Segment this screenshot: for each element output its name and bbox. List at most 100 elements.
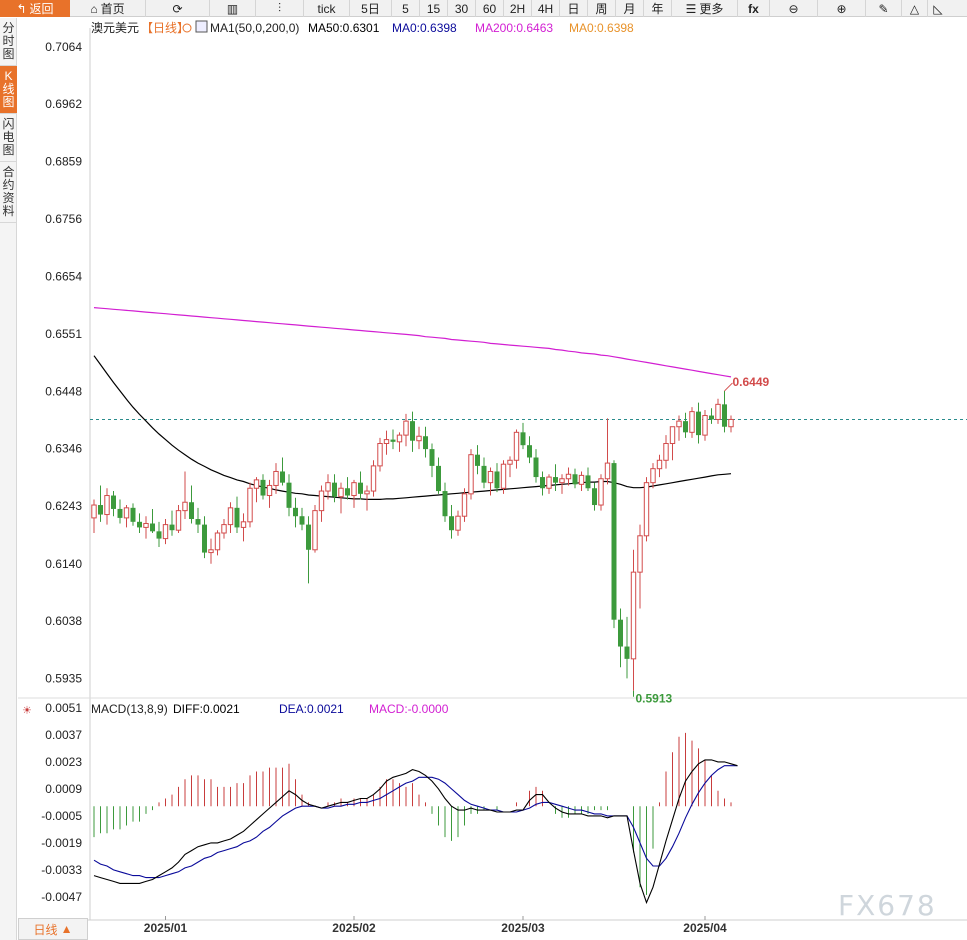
period-5day-button[interactable]: 5日 bbox=[350, 0, 392, 17]
draw-tool-button[interactable]: ◺ bbox=[928, 0, 948, 17]
date-axis: 2025/01 2025/02 2025/03 2025/04 bbox=[18, 916, 967, 935]
side-tab-timeshare[interactable]: 分时图 bbox=[0, 18, 17, 66]
candle bbox=[513, 429, 520, 469]
candle bbox=[520, 422, 526, 450]
formula-button[interactable]: fx bbox=[738, 0, 770, 17]
candle bbox=[416, 426, 422, 450]
macd-tick-label: -0.0047 bbox=[41, 890, 82, 904]
high-label: 0.6449 bbox=[733, 375, 770, 389]
candle bbox=[195, 507, 201, 533]
candle bbox=[104, 488, 110, 525]
candle bbox=[559, 474, 565, 494]
period-30min-button[interactable]: 30 bbox=[448, 0, 476, 17]
candle bbox=[403, 413, 409, 447]
period-year-button[interactable]: 年 bbox=[644, 0, 672, 17]
period-4h-button[interactable]: 4H bbox=[532, 0, 560, 17]
candle bbox=[630, 549, 637, 691]
price-tick-label: 0.6859 bbox=[45, 155, 82, 169]
candle-body-up bbox=[383, 439, 390, 445]
candle-body-up bbox=[559, 478, 565, 484]
back-button[interactable]: ↰ 返回 bbox=[0, 0, 70, 17]
candle bbox=[507, 456, 513, 478]
period-60min-button[interactable]: 60 bbox=[476, 0, 504, 17]
candle bbox=[169, 510, 175, 536]
candle bbox=[669, 426, 676, 461]
candle bbox=[553, 464, 558, 492]
period-day-button[interactable]: 日 bbox=[560, 0, 588, 17]
candle bbox=[182, 471, 188, 520]
ma200-line bbox=[93, 307, 732, 378]
more-button[interactable]: ☰ 更多 bbox=[672, 0, 738, 17]
side-tab-lightning[interactable]: 闪电图 bbox=[0, 114, 17, 162]
candle bbox=[637, 524, 643, 609]
candle-style-button[interactable]: ⫶ bbox=[256, 0, 304, 17]
candle-body-up bbox=[396, 434, 403, 443]
candle-body-down bbox=[618, 619, 623, 647]
ma50-line bbox=[93, 355, 732, 500]
refresh-button[interactable]: ⟳ bbox=[146, 0, 210, 17]
candle bbox=[494, 463, 500, 493]
zoom-in-button[interactable]: ⊕ bbox=[818, 0, 866, 17]
draw-tool-icon: ◺ bbox=[933, 1, 943, 16]
candle-body-down bbox=[195, 519, 201, 525]
more-label: 更多 bbox=[699, 2, 724, 16]
period-tab-daily[interactable]: 日线 ▲ bbox=[18, 918, 88, 940]
candle bbox=[436, 457, 441, 494]
candle bbox=[585, 467, 591, 492]
candle-body-up bbox=[598, 478, 604, 506]
zoom-out-button[interactable]: ⊖ bbox=[770, 0, 818, 17]
candle-body-down bbox=[286, 482, 292, 508]
candle bbox=[683, 412, 688, 438]
period-2h-button[interactable]: 2H bbox=[504, 0, 532, 17]
candle-body-down bbox=[111, 495, 116, 509]
macd-tick-label: 0.0051 bbox=[45, 701, 82, 715]
candle-body-down bbox=[189, 502, 194, 520]
home-button[interactable]: ⌂ 首页 bbox=[70, 0, 146, 17]
refresh-icon: ⟳ bbox=[172, 1, 183, 16]
date-tick-label: 2025/02 bbox=[332, 921, 376, 935]
candle bbox=[293, 497, 298, 528]
candle bbox=[91, 499, 97, 533]
side-tab-contract[interactable]: 合约资料 bbox=[0, 162, 17, 223]
candle-body-up bbox=[578, 474, 585, 485]
candle-body-up bbox=[663, 443, 669, 461]
candle-body-up bbox=[656, 459, 663, 470]
candle bbox=[312, 505, 318, 553]
candle-body-down bbox=[520, 432, 526, 446]
period-5min-button[interactable]: 5 bbox=[392, 0, 420, 17]
price-tick-label: 0.6654 bbox=[45, 269, 82, 283]
candle bbox=[728, 415, 734, 433]
side-tab-kline[interactable]: K线图 bbox=[0, 66, 17, 114]
candle-body-down bbox=[527, 445, 532, 458]
indicator-button[interactable]: ▥ bbox=[210, 0, 256, 17]
candle bbox=[676, 415, 682, 441]
macd-settings-icon: ☀ bbox=[22, 705, 32, 717]
candle bbox=[156, 521, 162, 547]
candle-body-down bbox=[572, 474, 578, 485]
candle-body-down bbox=[475, 454, 480, 466]
candle bbox=[162, 519, 169, 545]
candle bbox=[656, 454, 663, 478]
candle bbox=[253, 477, 260, 503]
draw-shape-button[interactable]: △ bbox=[902, 0, 928, 17]
period-month-button[interactable]: 月 bbox=[616, 0, 644, 17]
candle-body-down bbox=[553, 477, 558, 483]
candle bbox=[273, 463, 279, 494]
candle-body-down bbox=[624, 646, 630, 659]
candle bbox=[130, 503, 136, 526]
period-15min-button[interactable]: 15 bbox=[420, 0, 448, 17]
candle-body-up bbox=[416, 435, 422, 442]
candle bbox=[689, 407, 695, 438]
price-annotations: 0.6449 0.5913 bbox=[633, 375, 770, 706]
candle bbox=[240, 513, 247, 542]
candle-body-up bbox=[351, 482, 357, 497]
period-week-button[interactable]: 周 bbox=[588, 0, 616, 17]
chart-area[interactable]: 0.7064 0.6962 0.6859 0.6756 0.6654 0.6551 0.64… bbox=[18, 18, 967, 940]
candle bbox=[260, 474, 266, 500]
candle bbox=[338, 482, 344, 514]
tick-button[interactable]: tick bbox=[304, 0, 350, 17]
candle-body-up bbox=[253, 479, 260, 489]
candle-body-down bbox=[260, 479, 266, 496]
draw-line-button[interactable]: ✎ bbox=[866, 0, 902, 17]
candle bbox=[351, 479, 357, 508]
